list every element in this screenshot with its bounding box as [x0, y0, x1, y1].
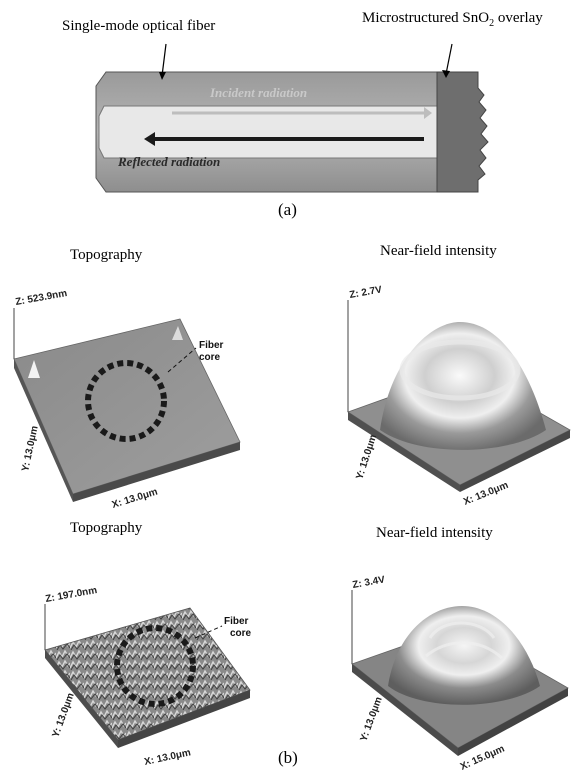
fiber-diagram: Incident radiation Reflected radiation: [95, 43, 489, 193]
core-label-top-1: Fiber: [199, 340, 224, 351]
topo-side-bottom: [45, 650, 118, 748]
incident-arrowhead: [424, 107, 432, 119]
topography-plot-top: Fiber core Z: 523.9nm Y: 13.0μm X: 13.0μ…: [13, 288, 241, 511]
fiber-core-circle-top: [85, 360, 167, 442]
y-label-nf-bottom: Y: 13.0μm: [358, 695, 384, 743]
topo-front-bottom: [118, 690, 250, 748]
reflected-arrowhead: [144, 132, 155, 146]
title-nearfield-bottom: Near-field intensity: [376, 525, 493, 541]
z-label-topo-bottom: Z: 197.0nm: [45, 585, 98, 605]
title-topography-bottom: Topography: [70, 520, 143, 536]
nearfield-ridges-bottom: [425, 621, 504, 660]
core-label-top-2: core: [199, 352, 221, 363]
y-label-nf-top: Y: 13.0μm: [354, 433, 379, 481]
overlay-label-subscript: 2: [489, 18, 495, 29]
nearfield-plot-bottom: Z: 3.4V Y: 13.0μm X: 15.0μm: [351, 574, 569, 773]
nearfield-base-front-top: [460, 430, 570, 492]
title-nearfield-top: Near-field intensity: [380, 243, 497, 259]
topo-front-top: [73, 442, 240, 502]
topo-side-top: [14, 359, 73, 502]
y-label-topo-top: Y: 13.0μm: [20, 425, 40, 473]
x-label-topo-top: X: 13.0μm: [111, 487, 160, 511]
overlay-pointer: [445, 43, 453, 75]
title-topography-top: Topography: [70, 247, 143, 263]
z-label-topo-top: Z: 523.9nm: [15, 288, 68, 308]
nearfield-base-side-bottom: [352, 664, 458, 756]
core-pointer-top: [167, 347, 197, 373]
nearfield-plot-top: Z: 2.7V Y: 13.0μm X: 13.0μm: [347, 284, 571, 508]
fiber-label: Single-mode optical fiber: [62, 18, 216, 34]
y-label-topo-bottom: Y: 13.0μm: [50, 691, 76, 739]
z-label-nf-bottom: Z: 3.4V: [352, 574, 387, 591]
reflected-label: Reflected radiation: [117, 154, 220, 169]
core-label-bottom-1: Fiber: [224, 616, 249, 627]
fiber-core-circle-bottom: [114, 625, 196, 707]
sno2-overlay: [436, 71, 489, 193]
overlay-label-suffix: overlay: [494, 10, 543, 26]
overlay-label-text: Microstructured SnO: [362, 10, 490, 26]
nearfield-base-side-top: [348, 412, 460, 492]
incident-label: Incident radiation: [209, 85, 307, 100]
nearfield-bump-bottom: [388, 606, 540, 705]
x-label-topo-bottom: X: 13.0μm: [143, 747, 192, 768]
core-pointer-bottom: [194, 625, 223, 639]
nearfield-base-front-bottom: [458, 688, 568, 756]
z-label-nf-top: Z: 2.7V: [349, 284, 384, 301]
overlay-label: Microstructured SnO2 overlay: [362, 10, 543, 29]
topography-plot-bottom: Fiber core Z: 197.0nm Y: 13.0μm X: 13.0μ…: [44, 585, 252, 768]
caption-a: (a): [278, 200, 297, 219]
core-label-bottom-2: core: [230, 628, 252, 639]
nearfield-ring-top: [399, 339, 521, 401]
caption-b: (b): [278, 748, 298, 767]
fiber-pointer-head: [159, 72, 166, 80]
fiber-pointer: [161, 43, 167, 77]
topo-bump-top: [172, 326, 183, 340]
overlay-pointer-head: [442, 70, 450, 78]
topo-peak-top: [28, 360, 40, 378]
